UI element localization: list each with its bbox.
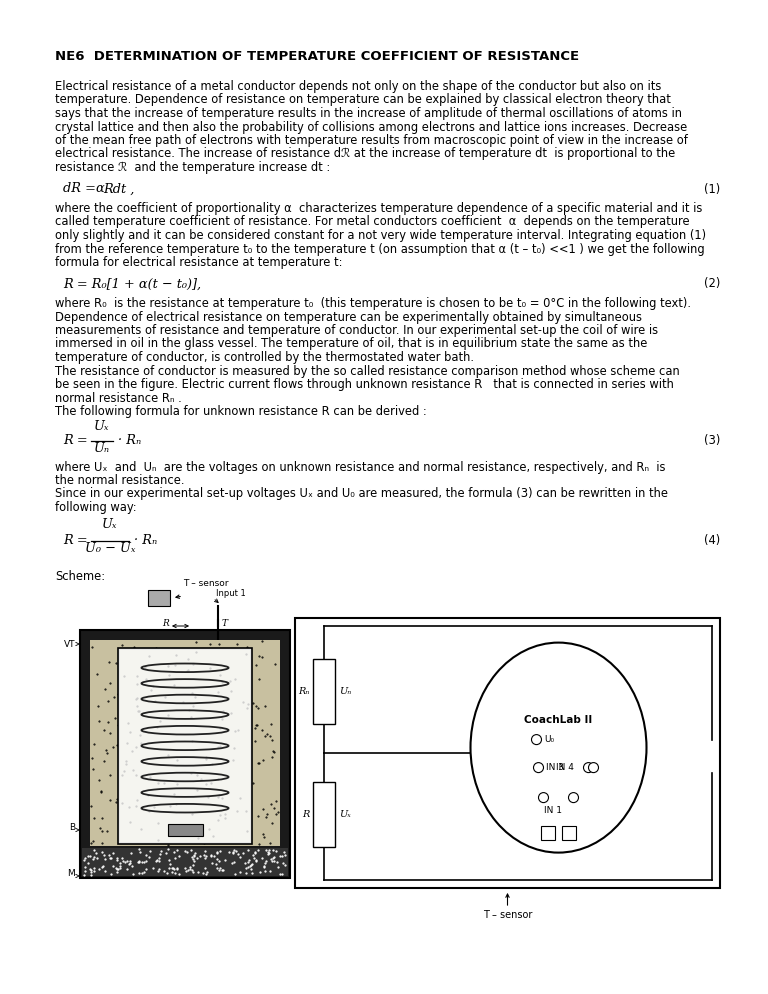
FancyBboxPatch shape — [82, 848, 288, 876]
Text: VT: VT — [64, 640, 75, 649]
Text: from the reference temperature t₀ to the temperature t (on assumption that α (t : from the reference temperature t₀ to the… — [55, 243, 704, 255]
Text: T – sensor: T – sensor — [483, 910, 532, 920]
Text: called temperature coefficient of resistance. For metal conductors coefficient  : called temperature coefficient of resist… — [55, 216, 690, 229]
Circle shape — [584, 762, 594, 772]
Text: T: T — [222, 619, 228, 628]
Text: The resistance of conductor is measured by the so called resistance comparison m: The resistance of conductor is measured … — [55, 365, 680, 378]
Circle shape — [538, 792, 548, 802]
Text: Uₙ: Uₙ — [339, 687, 351, 697]
Text: where R₀  is the resistance at temperature t₀  (this temperature is chosen to be: where R₀ is the resistance at temperatur… — [55, 297, 691, 310]
Text: temperature of conductor, is controlled by the thermostated water bath.: temperature of conductor, is controlled … — [55, 351, 474, 364]
Text: electrical resistance. The increase of resistance dℛ at the increase of temperat: electrical resistance. The increase of r… — [55, 147, 675, 160]
Text: IN 4: IN 4 — [557, 763, 574, 772]
Text: IN 1: IN 1 — [545, 805, 562, 815]
Text: Rdt ,: Rdt , — [103, 183, 134, 196]
Text: Uₙ: Uₙ — [94, 442, 110, 455]
Text: Uₓ: Uₓ — [94, 419, 110, 432]
Text: measurements of resistance and temperature of conductor. In our experimental set: measurements of resistance and temperatu… — [55, 324, 658, 337]
Text: IN 3: IN 3 — [547, 763, 564, 772]
Text: · Rₙ: · Rₙ — [118, 434, 141, 447]
Text: U₀: U₀ — [545, 736, 554, 745]
Text: α: α — [95, 183, 104, 196]
Text: says that the increase of temperature results in the increase of amplitude of th: says that the increase of temperature re… — [55, 107, 682, 120]
Text: only slightly and it can be considered constant for a not very wide temperature : only slightly and it can be considered c… — [55, 229, 706, 242]
Circle shape — [588, 762, 598, 772]
Text: of the mean free path of electrons with temperature results from macroscopic poi: of the mean free path of electrons with … — [55, 134, 688, 147]
Text: resistance ℛ  and the temperature increase dt :: resistance ℛ and the temperature increas… — [55, 161, 330, 174]
Text: R = R₀[1 + α(t − t₀)],: R = R₀[1 + α(t − t₀)], — [63, 277, 201, 290]
Ellipse shape — [471, 642, 647, 853]
Text: Input 1: Input 1 — [216, 589, 246, 598]
Text: temperature. Dependence of resistance on temperature can be explained by classic: temperature. Dependence of resistance on… — [55, 93, 671, 106]
Circle shape — [531, 735, 541, 745]
Text: (1): (1) — [703, 183, 720, 196]
Text: Dependence of electrical resistance on temperature can be experimentally obtaine: Dependence of electrical resistance on t… — [55, 310, 642, 323]
Circle shape — [534, 762, 544, 772]
Text: T – sensor: T – sensor — [183, 579, 229, 588]
Text: M: M — [68, 869, 75, 878]
Text: · Rₙ: · Rₙ — [134, 534, 157, 547]
Text: Uₓ: Uₓ — [102, 519, 118, 532]
Text: where the coefficient of proportionality α  characterizes temperature dependence: where the coefficient of proportionality… — [55, 202, 703, 215]
Text: where Uₓ  and  Uₙ  are the voltages on unknown resistance and normal resistance,: where Uₓ and Uₙ are the voltages on unkn… — [55, 460, 666, 473]
FancyBboxPatch shape — [295, 618, 720, 888]
Circle shape — [568, 792, 578, 802]
Text: crystal lattice and then also the probability of collisions among electrons and : crystal lattice and then also the probab… — [55, 120, 687, 133]
Text: (2): (2) — [703, 277, 720, 290]
FancyBboxPatch shape — [167, 824, 203, 836]
Text: Electrical resistance of a metal conductor depends not only on the shape of the : Electrical resistance of a metal conduct… — [55, 80, 661, 93]
Text: the normal resistance.: the normal resistance. — [55, 474, 184, 487]
FancyBboxPatch shape — [148, 590, 170, 606]
Text: following way:: following way: — [55, 501, 137, 514]
FancyBboxPatch shape — [313, 781, 335, 847]
Text: Scheme:: Scheme: — [55, 571, 105, 583]
FancyBboxPatch shape — [118, 648, 252, 844]
FancyBboxPatch shape — [120, 650, 250, 842]
Text: be seen in the figure. Electric current flows through unknown resistance R   tha: be seen in the figure. Electric current … — [55, 378, 674, 391]
FancyBboxPatch shape — [80, 630, 290, 878]
Text: normal resistance Rₙ .: normal resistance Rₙ . — [55, 392, 182, 405]
Text: R: R — [162, 619, 169, 628]
FancyBboxPatch shape — [313, 659, 335, 725]
Text: B: B — [69, 823, 75, 833]
Text: R: R — [303, 810, 310, 819]
Text: dR =: dR = — [63, 183, 100, 196]
Text: formula for electrical resistance at temperature t:: formula for electrical resistance at tem… — [55, 256, 343, 269]
Text: NE6  DETERMINATION OF TEMPERATURE COEFFICIENT OF RESISTANCE: NE6 DETERMINATION OF TEMPERATURE COEFFIC… — [55, 50, 579, 63]
Text: R =: R = — [63, 534, 91, 547]
Text: The following formula for unknown resistance R can be derived :: The following formula for unknown resist… — [55, 405, 427, 418]
FancyBboxPatch shape — [541, 826, 554, 840]
Text: CoachLab II: CoachLab II — [525, 715, 593, 725]
Text: (4): (4) — [703, 534, 720, 547]
Text: Uₓ: Uₓ — [339, 810, 351, 819]
FancyBboxPatch shape — [90, 640, 280, 846]
Text: R =: R = — [63, 434, 91, 447]
Text: immersed in oil in the glass vessel. The temperature of oil, that is in equilibr: immersed in oil in the glass vessel. The… — [55, 338, 647, 351]
Text: Since in our experimental set-up voltages Uₓ and U₀ are measured, the formula (3: Since in our experimental set-up voltage… — [55, 487, 668, 501]
Text: Rₙ: Rₙ — [299, 687, 310, 697]
Text: (3): (3) — [703, 434, 720, 447]
FancyBboxPatch shape — [561, 826, 575, 840]
Text: U₀ − Uₓ: U₀ − Uₓ — [84, 543, 135, 556]
